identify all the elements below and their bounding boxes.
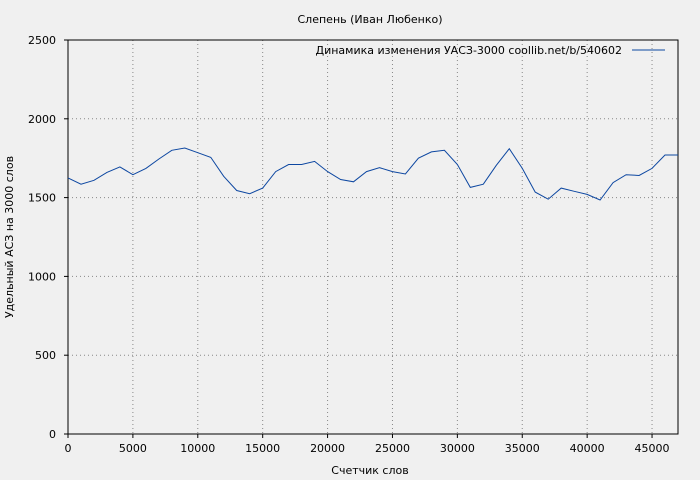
- legend-label: Динамика изменения УАСЗ-3000 coollib.net…: [316, 44, 623, 57]
- x-axis-label: Счетчик слов: [331, 464, 408, 477]
- x-tick-label: 45000: [635, 442, 670, 455]
- legend: Динамика изменения УАСЗ-3000 coollib.net…: [316, 44, 665, 57]
- grid: [68, 40, 678, 434]
- y-tick-label: 2000: [28, 113, 56, 126]
- x-tick-label: 10000: [180, 442, 215, 455]
- x-tick-label: 0: [65, 442, 72, 455]
- series-group: [67, 147, 678, 201]
- x-tick-label: 5000: [119, 442, 147, 455]
- y-tick-label: 0: [49, 428, 56, 441]
- x-tick-label: 30000: [440, 442, 475, 455]
- plot-frame: [67, 39, 679, 435]
- y-tick-label: 1000: [28, 270, 56, 283]
- y-tick-label: 1500: [28, 192, 56, 205]
- series-line: [67, 147, 678, 201]
- chart-title: Слепень (Иван Любенко): [298, 13, 443, 26]
- x-tick-label: 35000: [505, 442, 540, 455]
- ticks: 0 5000 10000 15000 20000 25000 30000 35000 40000…: [28, 34, 670, 455]
- y-tick-label: 2500: [28, 34, 56, 47]
- x-tick-label: 20000: [310, 442, 345, 455]
- y-tick-label: 500: [35, 349, 56, 362]
- x-tick-label: 25000: [375, 442, 410, 455]
- x-tick-label: 15000: [245, 442, 280, 455]
- y-axis-label: Удельный АСЗ на 3000 слов: [3, 156, 16, 318]
- x-tick-label: 40000: [570, 442, 605, 455]
